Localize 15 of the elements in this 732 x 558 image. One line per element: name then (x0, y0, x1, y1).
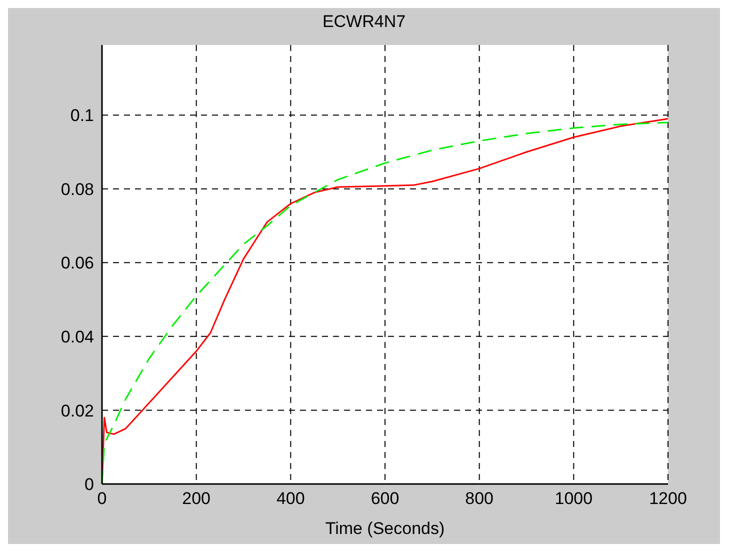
y-tick-label: 0.1 (70, 106, 94, 126)
x-tick-label: 0 (97, 489, 107, 508)
x-axis-title: Time (Seconds) (325, 519, 445, 538)
chart-title: ECWR4N7 (322, 12, 406, 31)
x-tick-label: 1200 (649, 489, 687, 508)
y-tick-label: 0.04 (60, 327, 94, 346)
y-tick-label: 0.02 (60, 401, 94, 420)
x-tick-label: 400 (276, 489, 305, 508)
x-tick-label: 200 (182, 489, 211, 508)
x-tick-label: 800 (465, 489, 494, 508)
y-tick-label: 0.06 (60, 254, 94, 273)
x-tick-label: 1000 (554, 489, 593, 508)
y-tick-label: 0 (84, 475, 94, 494)
x-tick-label: 600 (370, 489, 400, 508)
y-tick-label: 0.08 (60, 180, 94, 199)
